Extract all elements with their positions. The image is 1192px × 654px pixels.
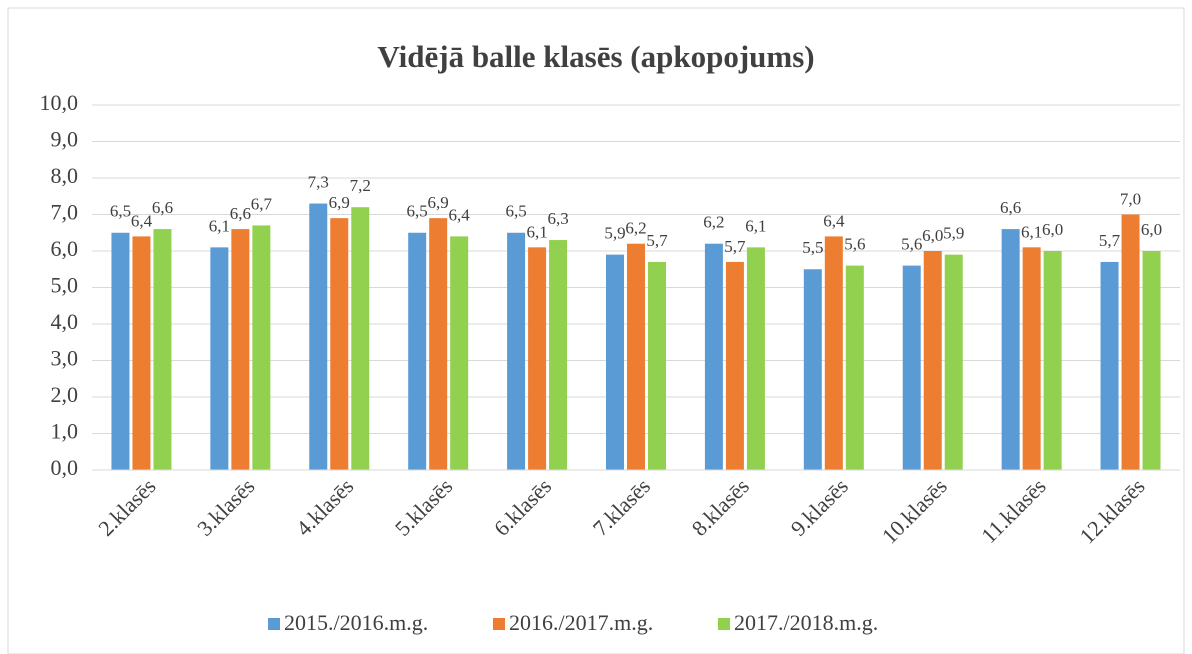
bar — [231, 229, 250, 470]
y-tick-label: 10,0 — [40, 90, 79, 115]
bar — [252, 225, 271, 470]
data-label: 7,2 — [350, 176, 371, 195]
bar — [528, 247, 547, 470]
bar — [803, 269, 822, 470]
bar — [606, 254, 624, 470]
data-label: 6,5 — [407, 202, 428, 221]
y-tick-label: 3,0 — [51, 346, 79, 371]
bar — [923, 251, 942, 470]
bar — [507, 232, 526, 470]
data-label: 6,1 — [526, 222, 547, 241]
data-label: 6,6 — [152, 198, 173, 217]
data-label: 6,6 — [1000, 198, 1021, 217]
data-label: 5,6 — [901, 235, 922, 254]
bar — [824, 236, 843, 470]
y-tick-label: 2,0 — [51, 382, 79, 407]
data-label: 6,1 — [745, 216, 766, 235]
data-label: 5,9 — [943, 224, 964, 243]
data-label: 5,7 — [724, 237, 746, 256]
data-label: 5,6 — [844, 235, 865, 254]
bar — [309, 203, 328, 471]
data-label: 6,4 — [449, 205, 471, 224]
y-tick-label: 8,0 — [51, 163, 79, 188]
data-label: 6,6 — [230, 204, 251, 223]
bar — [450, 236, 469, 470]
data-label: 6,1 — [1021, 222, 1042, 241]
bar — [1100, 261, 1119, 470]
data-label: 6,9 — [428, 193, 449, 212]
data-label: 6,0 — [1042, 220, 1063, 239]
data-label: 6,5 — [505, 202, 526, 221]
bar — [725, 261, 744, 470]
data-label: 6,5 — [110, 202, 131, 221]
data-label: 5,7 — [646, 231, 668, 250]
legend-label: 2017./2018.m.g. — [734, 610, 878, 635]
bar — [429, 218, 448, 470]
y-tick-label: 7,0 — [51, 200, 79, 225]
bar — [902, 265, 921, 470]
bar — [408, 232, 427, 470]
bar — [1142, 251, 1161, 470]
data-label: 6,4 — [823, 211, 845, 230]
data-label: 6,9 — [329, 193, 350, 212]
bar — [944, 254, 963, 470]
bar — [549, 240, 568, 470]
bar — [1001, 229, 1020, 470]
data-label: 6,4 — [131, 211, 153, 230]
data-label: 6,0 — [922, 226, 943, 245]
bar — [1121, 214, 1140, 470]
chart-border — [7, 7, 1185, 654]
y-tick-label: 1,0 — [51, 419, 79, 444]
bar — [351, 207, 370, 470]
bar — [111, 232, 130, 470]
legend-label: 2016./2017.m.g. — [509, 610, 653, 635]
data-label: 7,0 — [1120, 189, 1141, 208]
data-label: 6,2 — [625, 219, 646, 238]
y-tick-label: 6,0 — [51, 236, 79, 261]
bar — [627, 243, 645, 470]
data-label: 7,3 — [308, 172, 329, 191]
bar — [132, 236, 151, 470]
y-tick-label: 5,0 — [51, 273, 79, 298]
bar — [648, 261, 666, 470]
bar — [153, 229, 172, 470]
bar — [330, 218, 349, 470]
data-label: 6,0 — [1141, 220, 1162, 239]
data-label: 5,9 — [604, 224, 625, 243]
y-tick-label: 9,0 — [51, 127, 79, 152]
bar — [1043, 251, 1062, 470]
data-label: 6,7 — [251, 194, 273, 213]
legend-swatch — [493, 618, 505, 630]
bar — [1022, 247, 1041, 470]
bar — [704, 243, 723, 470]
data-label: 6,3 — [547, 209, 568, 228]
legend-swatch — [718, 618, 730, 630]
legend-swatch — [268, 618, 280, 630]
data-label: 6,1 — [209, 216, 230, 235]
y-tick-label: 4,0 — [51, 309, 79, 334]
bar — [210, 247, 229, 470]
data-label: 6,2 — [703, 213, 724, 232]
bar — [845, 265, 864, 470]
legend-label: 2015./2016.m.g. — [284, 610, 428, 635]
data-label: 5,7 — [1099, 231, 1121, 250]
chart-title: Vidējā balle klasēs (apkopojums) — [377, 39, 814, 74]
bar — [746, 247, 765, 470]
data-label: 5,5 — [802, 238, 823, 257]
y-tick-label: 0,0 — [51, 455, 79, 480]
